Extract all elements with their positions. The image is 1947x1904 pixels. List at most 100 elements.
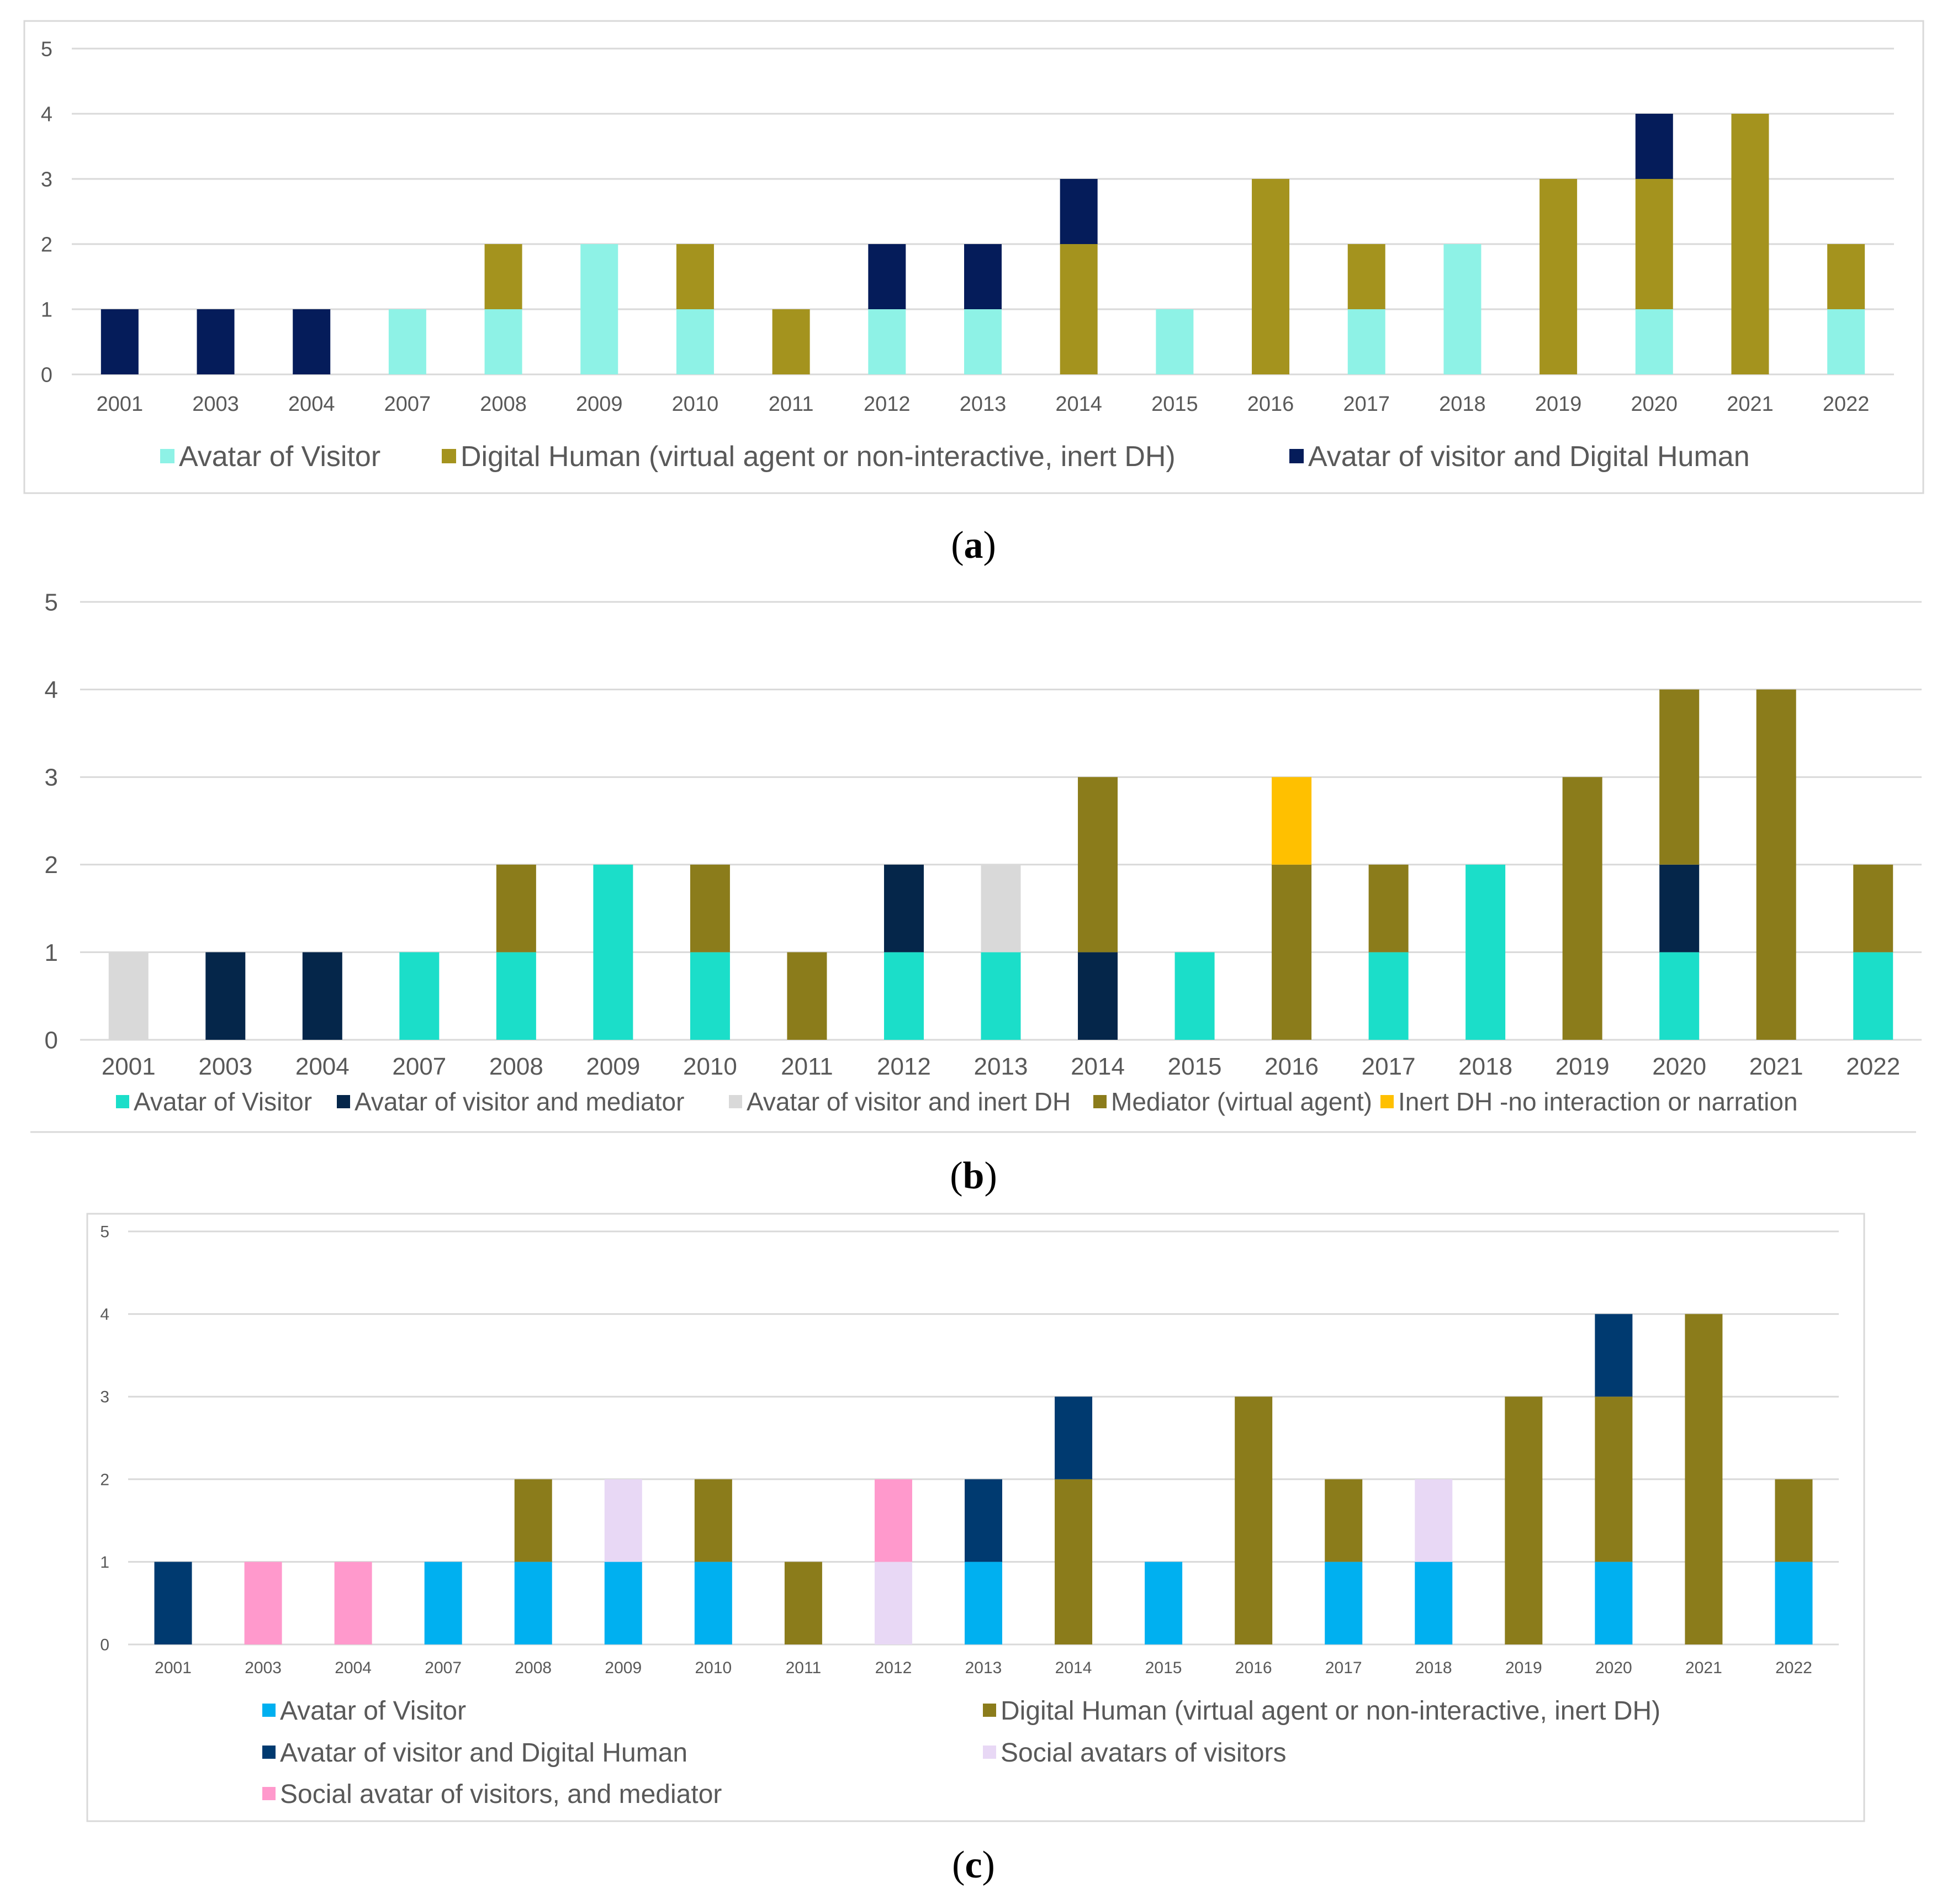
- legend-label: Digital Human (virtual agent or non-inte…: [461, 441, 1176, 473]
- bar-segment: [1252, 179, 1290, 374]
- x-tick-label: 2010: [672, 393, 719, 416]
- x-tick-label: 2003: [192, 393, 239, 416]
- legend-swatch: [262, 1746, 276, 1759]
- bar-segment: [1659, 689, 1700, 865]
- bar-segment: [197, 309, 235, 374]
- y-tick-label: 4: [45, 676, 58, 704]
- legend-swatch: [442, 449, 456, 463]
- bar-segment: [1368, 864, 1409, 953]
- bar-segment: [1505, 1397, 1543, 1644]
- x-tick-label: 2001: [97, 393, 144, 416]
- bar-segment: [154, 1562, 192, 1644]
- legend-label: Inert DH -no interaction or narration: [1398, 1087, 1798, 1116]
- legend-swatch: [262, 1704, 276, 1717]
- bar-segment: [694, 1562, 732, 1644]
- x-tick-label: 2013: [974, 1053, 1028, 1080]
- y-tick-label: 3: [100, 1388, 109, 1406]
- legend-label: Avatar of visitor and mediator: [355, 1087, 684, 1116]
- legend-swatch: [729, 1095, 742, 1108]
- x-tick-label: 2019: [1556, 1053, 1610, 1080]
- x-tick-label: 2009: [576, 393, 623, 416]
- x-tick-label: 2014: [1055, 393, 1102, 416]
- bar-segment: [1465, 864, 1506, 1040]
- x-tick-label: 2015: [1168, 1053, 1222, 1080]
- bar-segment: [676, 309, 714, 374]
- x-tick-label: 2012: [877, 1053, 931, 1080]
- legend-item: Avatar of visitor and Digital Human: [1289, 441, 1750, 473]
- bar-segment: [874, 1479, 912, 1562]
- bar-segment: [293, 309, 331, 374]
- bar-segment: [676, 244, 714, 309]
- bar-segment: [965, 1562, 1002, 1644]
- bar-segment: [484, 309, 522, 374]
- legend-swatch: [116, 1095, 129, 1108]
- legend-swatch: [1093, 1095, 1107, 1108]
- bar-segment: [1272, 777, 1312, 865]
- bar-segment: [399, 952, 440, 1040]
- x-tick-label: 2013: [965, 1659, 1002, 1677]
- y-tick-label: 1: [45, 939, 58, 966]
- bar-segment: [868, 309, 906, 374]
- y-tick-label: 5: [45, 589, 58, 616]
- bar-segment: [514, 1479, 552, 1562]
- y-tick-label: 3: [45, 764, 58, 791]
- bar-segment: [1775, 1479, 1813, 1562]
- x-tick-label: 2011: [781, 1053, 833, 1080]
- x-tick-label: 2017: [1325, 1659, 1362, 1677]
- bar-segment: [1562, 777, 1602, 1040]
- bar-segment: [1055, 1479, 1093, 1644]
- legend-label: Social avatars of visitors: [1001, 1738, 1287, 1768]
- legend-item: Avatar of visitor and mediator: [337, 1087, 684, 1116]
- bar-segment: [1368, 952, 1409, 1040]
- x-tick-label: 2016: [1235, 1659, 1272, 1677]
- legend-label: Avatar of visitor and Digital Human: [1308, 441, 1750, 473]
- bar-segment: [784, 1562, 822, 1644]
- bar-segment: [964, 244, 1002, 309]
- legend-item: Avatar of visitor and inert DH: [729, 1087, 1071, 1116]
- bar-segment: [388, 309, 426, 374]
- bar-segment: [593, 864, 633, 1040]
- bar-segment: [1659, 864, 1700, 953]
- bar-segment: [874, 1562, 912, 1644]
- legend-label: Avatar of visitor and Digital Human: [280, 1738, 687, 1768]
- x-tick-label: 2021: [1727, 393, 1774, 416]
- legend-item: Inert DH -no interaction or narration: [1380, 1087, 1798, 1116]
- bar-segment: [883, 864, 924, 953]
- y-tick-label: 5: [100, 1223, 109, 1241]
- x-tick-label: 2011: [786, 1659, 822, 1677]
- x-tick-label: 2020: [1652, 1053, 1706, 1080]
- legend-swatch: [1380, 1095, 1394, 1108]
- x-tick-label: 2008: [515, 1659, 552, 1677]
- legend-swatch: [262, 1787, 276, 1800]
- x-tick-label: 2017: [1362, 1053, 1416, 1080]
- chart-c: 0 1 2 3 4 5 2001 2003 2004 2007 2008 2009 2010 2011 20…: [86, 1213, 1865, 1886]
- legend: Avatar of Visitor Digital Human (virtual …: [262, 1696, 1660, 1809]
- legend-swatch: [337, 1095, 350, 1108]
- bar-segment: [1731, 114, 1769, 374]
- legend-item: Digital Human (virtual agent or non-inte…: [442, 441, 1176, 473]
- bar-segment: [1635, 309, 1673, 374]
- legend-item: Avatar of Visitor: [160, 441, 380, 473]
- x-tick-label: 2020: [1595, 1659, 1632, 1677]
- bar-segment: [1272, 864, 1312, 1040]
- bar-segment: [100, 309, 139, 374]
- bar-segment: [604, 1479, 642, 1562]
- bar-segment: [965, 1479, 1002, 1562]
- x-tick-label: 2014: [1071, 1053, 1125, 1080]
- bar-segment: [1635, 179, 1673, 309]
- bar-segment: [205, 952, 246, 1040]
- bar-segment: [496, 864, 536, 953]
- bar-segment: [1635, 114, 1673, 179]
- bar-segment: [1595, 1562, 1633, 1644]
- legend-swatch: [1289, 449, 1304, 463]
- legend-swatch: [160, 449, 174, 463]
- figure-caption: (a): [951, 524, 996, 567]
- x-tick-label: 2016: [1247, 393, 1294, 416]
- bar-segment: [496, 952, 536, 1040]
- x-tick-label: 2019: [1505, 1659, 1542, 1677]
- bar-segment: [484, 244, 522, 309]
- bar-segment: [1756, 689, 1796, 1040]
- legend-item: Digital Human (virtual agent or non-inte…: [983, 1696, 1660, 1726]
- x-tick-label: 2015: [1151, 393, 1198, 416]
